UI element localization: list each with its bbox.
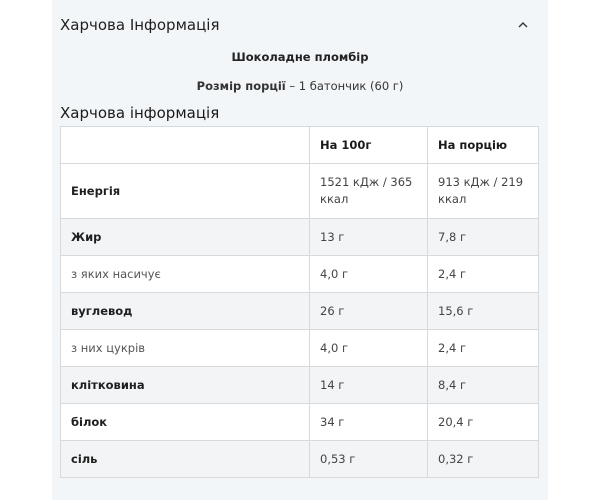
nutrient-label: сіль (60, 440, 310, 478)
accordion-title: Харчова Інформація (60, 16, 220, 34)
nutrient-label-text: клітковина (71, 377, 145, 392)
table-row: вуглевод 26 г 15,6 г (60, 292, 539, 330)
header-per-serving: На порцію (427, 126, 539, 164)
value-per-serving-text: 2,4 г (438, 340, 466, 355)
nutrition-panel: Харчова Інформація Шоколадне пломбір Роз… (52, 0, 548, 500)
value-per-100g: 4,0 г (309, 329, 428, 367)
value-per-100g: 4,0 г (309, 255, 428, 293)
table-row: з них цукрів 4,0 г 2,4 г (60, 329, 539, 367)
serving-value: 1 батончик (60 г) (298, 79, 404, 93)
table-row: Жир 13 г 7,8 г (60, 218, 539, 256)
value-per-serving-text: 0,32 г (438, 451, 474, 466)
value-per-100g-text: 1521 кДж / 365 ккал (320, 175, 413, 206)
value-per-100g-text: 0,53 г (320, 451, 356, 466)
product-name: Шоколадне пломбір (231, 50, 369, 64)
serving-separator: – (285, 79, 299, 93)
value-per-100g-text: 4,0 г (320, 266, 348, 281)
value-per-serving: 913 кДж / 219 ккал (427, 163, 539, 219)
nutrition-accordion-header[interactable]: Харчова Інформація (60, 10, 540, 40)
section-title: Харчова інформація (60, 104, 220, 122)
value-per-serving: 7,8 г (427, 218, 539, 256)
serving-label: Розмір порції (196, 79, 286, 93)
chevron-up-icon[interactable] (516, 18, 530, 32)
header-nutrient (60, 126, 310, 164)
value-per-100g: 13 г (309, 218, 428, 256)
value-per-serving: 2,4 г (427, 255, 539, 293)
value-per-serving: 8,4 г (427, 366, 539, 404)
nutrient-label: клітковина (60, 366, 310, 404)
header-per-100g: На 100г (309, 126, 428, 164)
nutrient-label: вуглевод (60, 292, 310, 330)
value-per-serving-text: 15,6 г (438, 303, 474, 318)
table-row: білок 34 г 20,4 г (60, 403, 539, 441)
nutrient-label-text: білок (71, 414, 108, 429)
value-per-100g-text: 26 г (320, 303, 345, 318)
table-row: з яких насичує 4,0 г 2,4 г (60, 255, 539, 293)
value-per-serving-text: 7,8 г (438, 229, 466, 244)
value-per-100g: 0,53 г (309, 440, 428, 478)
value-per-serving: 15,6 г (427, 292, 539, 330)
table-row: клітковина 14 г 8,4 г (60, 366, 539, 404)
nutrient-label: з яких насичує (60, 255, 310, 293)
table-row: Енергія 1521 кДж / 365 ккал 913 кДж / 219 … (60, 163, 539, 219)
nutrition-table: На 100г На порцію Енергія 1521 кДж / 365 … (60, 126, 539, 478)
table-header-row: На 100г На порцію (60, 126, 539, 164)
nutrient-label-text: Енергія (71, 183, 121, 198)
value-per-serving: 2,4 г (427, 329, 539, 367)
nutrient-label: Енергія (60, 163, 310, 219)
value-per-serving-text: 20,4 г (438, 414, 474, 429)
value-per-100g-text: 4,0 г (320, 340, 348, 355)
value-per-100g: 34 г (309, 403, 428, 441)
value-per-100g-text: 34 г (320, 414, 345, 429)
value-per-serving: 0,32 г (427, 440, 539, 478)
nutrient-label: з них цукрів (60, 329, 310, 367)
value-per-serving-text: 913 кДж / 219 ккал (438, 175, 524, 206)
value-per-serving: 20,4 г (427, 403, 539, 441)
nutrient-label-text: вуглевод (71, 303, 133, 318)
nutrient-label-text: з яких насичує (71, 266, 161, 281)
value-per-serving-text: 2,4 г (438, 266, 466, 281)
value-per-100g: 26 г (309, 292, 428, 330)
nutrient-label-text: Жир (71, 229, 102, 244)
value-per-serving-text: 8,4 г (438, 377, 466, 392)
nutrient-label-text: з них цукрів (71, 340, 146, 355)
value-per-100g-text: 14 г (320, 377, 345, 392)
table-row: сіль 0,53 г 0,32 г (60, 440, 539, 478)
value-per-100g: 1521 кДж / 365 ккал (309, 163, 428, 219)
value-per-100g-text: 13 г (320, 229, 345, 244)
nutrient-label-text: сіль (71, 451, 98, 466)
nutrient-label: Жир (60, 218, 310, 256)
serving-size: Розмір порції – 1 батончик (60 г) (52, 79, 548, 93)
value-per-100g: 14 г (309, 366, 428, 404)
nutrient-label: білок (60, 403, 310, 441)
